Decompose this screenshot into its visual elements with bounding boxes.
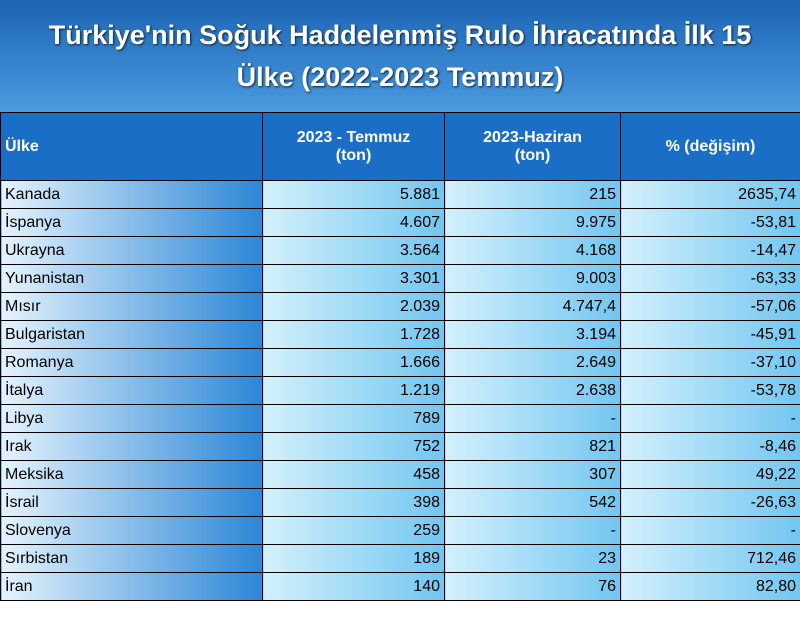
value-cell: -37,10 xyxy=(620,348,800,377)
value-cell: -63,33 xyxy=(620,264,800,293)
country-cell: Sırbistan xyxy=(0,544,263,573)
country-cell: Mısır xyxy=(0,292,263,321)
table-row: Irak 752 821 -8,46 xyxy=(0,432,800,461)
table-row: Bulgaristan 1.728 3.194 -45,91 xyxy=(0,320,800,349)
value-cell: 1.728 xyxy=(262,320,445,349)
header-line: (ton) xyxy=(335,146,372,164)
value-cell: 82,80 xyxy=(620,572,800,601)
value-cell: 215 xyxy=(444,180,621,209)
value-cell: - xyxy=(444,516,621,545)
country-cell: İspanya xyxy=(0,208,263,237)
value-cell: -53,78 xyxy=(620,376,800,405)
country-cell: Bulgaristan xyxy=(0,320,263,349)
value-cell: -57,06 xyxy=(620,292,800,321)
value-cell: - xyxy=(620,516,800,545)
value-cell: 821 xyxy=(444,432,621,461)
value-cell: 3.194 xyxy=(444,320,621,349)
value-cell: 9.003 xyxy=(444,264,621,293)
value-cell: -8,46 xyxy=(620,432,800,461)
value-cell: -45,91 xyxy=(620,320,800,349)
value-cell: 2.649 xyxy=(444,348,621,377)
country-cell: Yunanistan xyxy=(0,264,263,293)
column-header: 2023 - Temmuz (ton) xyxy=(262,112,445,181)
table-body: Kanada 5.881 215 2635,74 İspanya 4.607 9.975 -5… xyxy=(0,180,800,601)
value-cell: 3.301 xyxy=(262,264,445,293)
value-cell: 4.607 xyxy=(262,208,445,237)
value-cell: 2635,74 xyxy=(620,180,800,209)
column-header: Ülke xyxy=(0,112,263,181)
value-cell: 307 xyxy=(444,460,621,489)
table: Ülke 2023 - Temmuz (ton) 2023-Haziran (ton)%… xyxy=(0,112,800,601)
column-header: % (değişim) xyxy=(620,112,800,181)
value-cell: -53,81 xyxy=(620,208,800,237)
value-cell: -26,63 xyxy=(620,488,800,517)
value-cell: 789 xyxy=(262,404,445,433)
value-cell: 542 xyxy=(444,488,621,517)
header-line: 2023-Haziran xyxy=(483,128,582,146)
country-cell: Irak xyxy=(0,432,263,461)
table-row: İsrail 398 542 -26,63 xyxy=(0,488,800,517)
country-cell: Kanada xyxy=(0,180,263,209)
value-cell: 5.881 xyxy=(262,180,445,209)
table-row: İtalya 1.219 2.638 -53,78 xyxy=(0,376,800,405)
table-row: Libya 789- - xyxy=(0,404,800,433)
value-cell: -14,47 xyxy=(620,236,800,265)
country-cell: İsrail xyxy=(0,488,263,517)
column-header: 2023-Haziran (ton) xyxy=(444,112,621,181)
value-cell: 259 xyxy=(262,516,445,545)
header-line: Ülke xyxy=(5,137,39,155)
table-row: Sırbistan 189 23 712,46 xyxy=(0,544,800,573)
value-cell: 4.168 xyxy=(444,236,621,265)
table-row: Kanada 5.881 215 2635,74 xyxy=(0,180,800,209)
value-cell: 4.747,4 xyxy=(444,292,621,321)
country-cell: Meksika xyxy=(0,460,263,489)
value-cell: - xyxy=(620,404,800,433)
value-cell: 3.564 xyxy=(262,236,445,265)
value-cell: 398 xyxy=(262,488,445,517)
value-cell: 1.666 xyxy=(262,348,445,377)
value-cell: 140 xyxy=(262,572,445,601)
table-row: Meksika 458 307 49,22 xyxy=(0,460,800,489)
value-cell: 9.975 xyxy=(444,208,621,237)
value-cell: 189 xyxy=(262,544,445,573)
value-cell: 49,22 xyxy=(620,460,800,489)
table-row: Slovenya 259- - xyxy=(0,516,800,545)
table-row: İspanya 4.607 9.975 -53,81 xyxy=(0,208,800,237)
header-row: Ülke 2023 - Temmuz (ton) 2023-Haziran (ton)%… xyxy=(0,112,800,181)
country-cell: İran xyxy=(0,572,263,601)
value-cell: 1.219 xyxy=(262,376,445,405)
header-line: % (değişim) xyxy=(665,137,756,155)
header-line: (ton) xyxy=(514,146,551,164)
value-cell: - xyxy=(444,404,621,433)
value-cell: 23 xyxy=(444,544,621,573)
table-row: Mısır 2.039 4.747,4 -57,06 xyxy=(0,292,800,321)
value-cell: 2.039 xyxy=(262,292,445,321)
header-line: 2023 - Temmuz xyxy=(296,128,411,146)
table-row: Yunanistan 3.301 9.003 -63,33 xyxy=(0,264,800,293)
value-cell: 2.638 xyxy=(444,376,621,405)
value-cell: 458 xyxy=(262,460,445,489)
table-row: Ukrayna 3.564 4.168 -14,47 xyxy=(0,236,800,265)
title: Türkiye'nin Soğuk Haddelenmiş Rulo İhrac… xyxy=(0,0,800,112)
country-cell: İtalya xyxy=(0,376,263,405)
country-cell: Slovenya xyxy=(0,516,263,545)
table-row: İran 140 76 82,80 xyxy=(0,572,800,601)
table-row: Romanya 1.666 2.649 -37,10 xyxy=(0,348,800,377)
country-cell: Romanya xyxy=(0,348,263,377)
country-cell: Ukrayna xyxy=(0,236,263,265)
value-cell: 76 xyxy=(444,572,621,601)
country-cell: Libya xyxy=(0,404,263,433)
value-cell: 752 xyxy=(262,432,445,461)
value-cell: 712,46 xyxy=(620,544,800,573)
